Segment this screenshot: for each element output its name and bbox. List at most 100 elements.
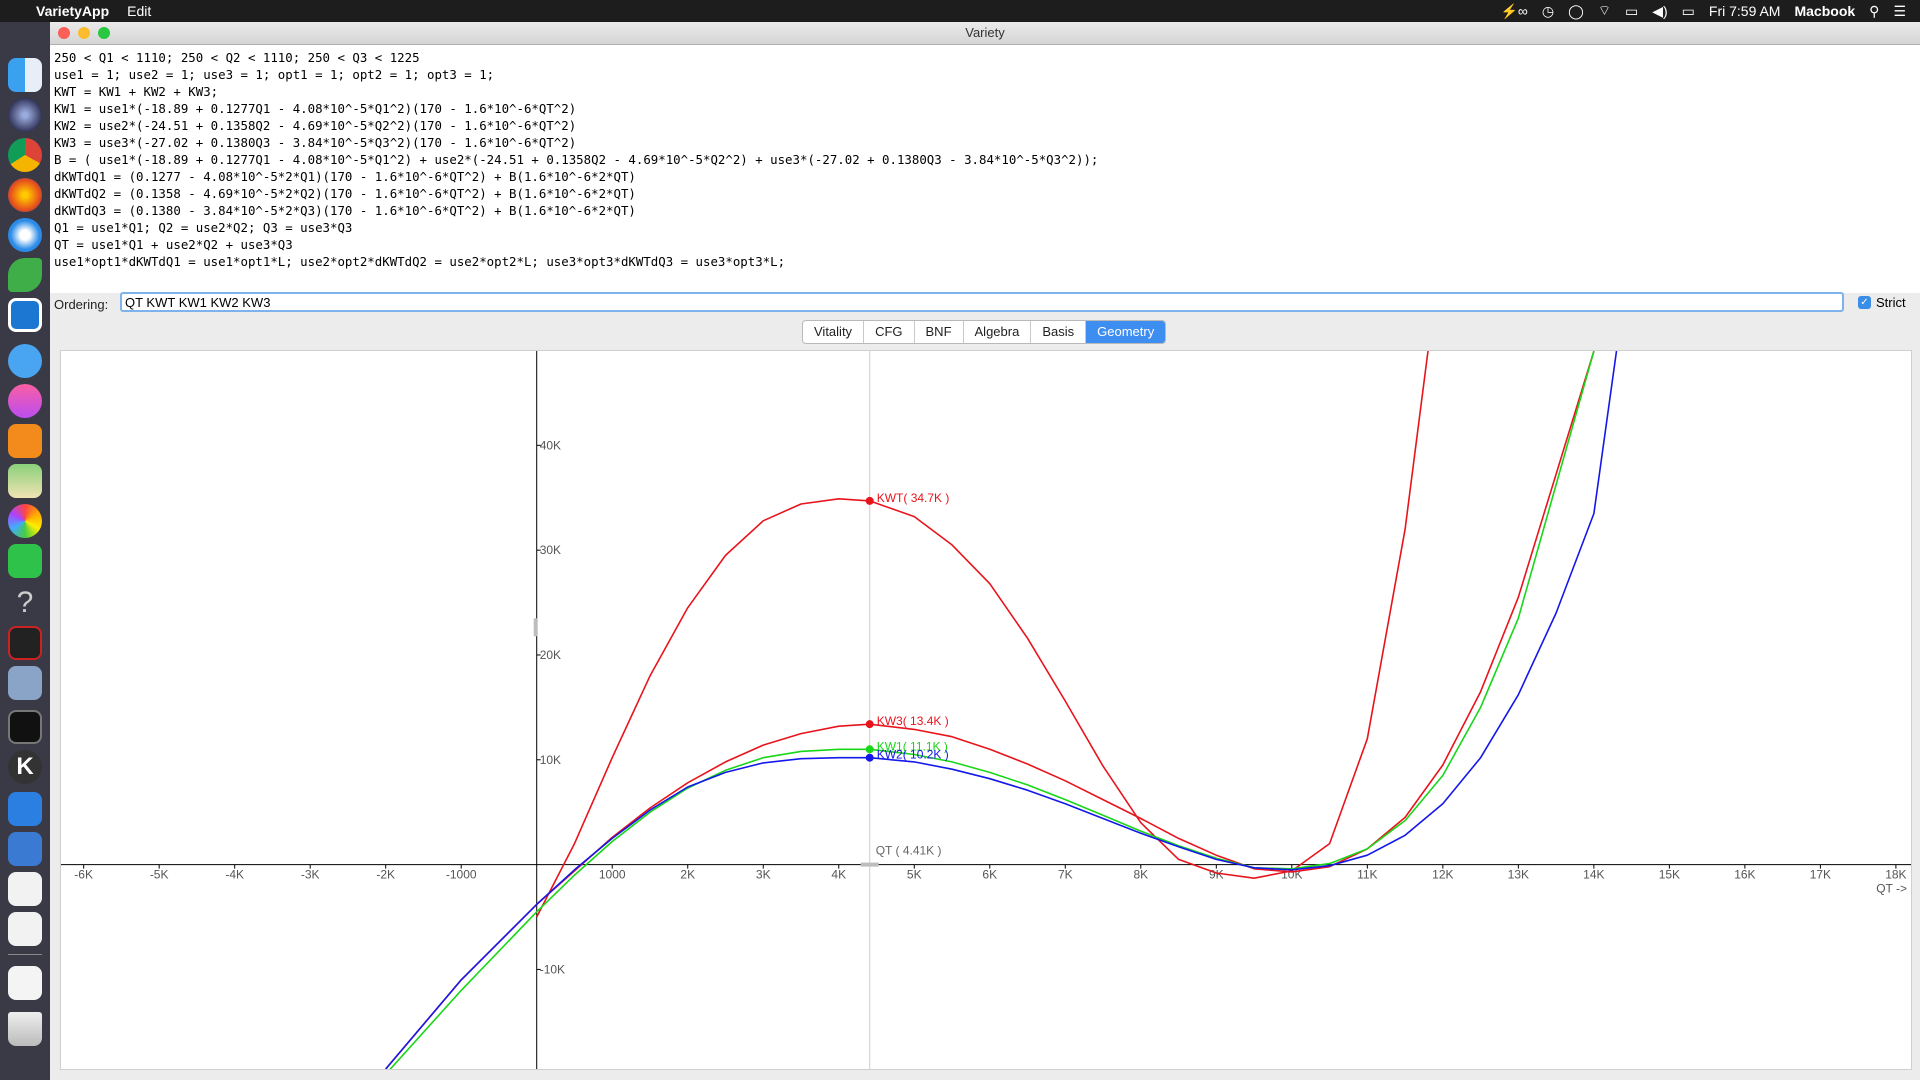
tab-basis[interactable]: Basis <box>1031 321 1087 343</box>
x-tick-label: 3K <box>756 868 771 882</box>
facetime-icon[interactable] <box>8 544 42 578</box>
wifi-icon[interactable]: ⌔ <box>1597 2 1611 18</box>
x-tick-label: -3K <box>301 868 320 882</box>
user-menu[interactable]: Macbook <box>1794 3 1856 19</box>
documents-stack-icon[interactable] <box>8 966 42 1000</box>
virtualbox-icon[interactable] <box>8 666 42 700</box>
equation-line[interactable]: KW1 = use1*(-18.89 + 0.1277Q1 - 4.08*10^… <box>54 101 577 116</box>
close-window-button[interactable] <box>58 27 70 39</box>
window-title: Variety <box>965 25 1005 40</box>
tab-vitality[interactable]: Vitality <box>803 321 865 343</box>
equation-line[interactable]: KW3 = use3*(-27.02 + 0.1380Q3 - 3.84*10^… <box>54 135 577 150</box>
chrome-icon[interactable] <box>8 138 42 172</box>
plot-canvas[interactable]: -6K -5K -4K -3K -2K -1000 1000 2K 3K 4K 5K 6K 7K 8K 9K… <box>61 235 1911 1075</box>
java-app-icon[interactable] <box>8 872 42 906</box>
dock: ? K <box>0 22 50 1080</box>
geometry-plot[interactable]: -6K -5K -4K -3K -2K -1000 1000 2K 3K 4K 5K 6K 7K 8K 9K… <box>60 235 1912 1075</box>
equation-line[interactable]: QT = use1*Q1 + use2*Q2 + use3*Q3 <box>54 237 293 252</box>
xcode-icon[interactable] <box>8 832 42 866</box>
menu-bar: VarietyApp Edit ⚡∞ ◷ ◯ ⌔ ▭ ◀) ▭ Fri 7:59… <box>0 0 1920 22</box>
leaf-app-icon[interactable] <box>8 258 42 292</box>
itunes-icon[interactable] <box>8 384 42 418</box>
app-store-bar-icon[interactable] <box>8 792 42 826</box>
checkmark-icon[interactable]: ✓ <box>1858 296 1871 309</box>
safari-icon[interactable] <box>8 218 42 252</box>
trash-icon[interactable] <box>8 1012 42 1046</box>
zoom-window-button[interactable] <box>98 27 110 39</box>
maps-icon[interactable] <box>8 464 42 498</box>
series-line-kw2 <box>385 350 1618 1070</box>
equation-line[interactable]: dKWTdQ2 = (0.1358 - 4.69*10^-5*2*Q2)(170… <box>54 186 636 201</box>
finder-icon[interactable] <box>8 58 42 92</box>
equation-line[interactable]: dKWTdQ3 = (0.1380 - 3.84*10^-5*2*Q3)(170… <box>54 203 636 218</box>
equation-line[interactable]: Q1 = use1*Q1; Q2 = use2*Q2; Q3 = use3*Q3 <box>54 220 353 235</box>
spotlight-search-icon[interactable]: ⚲ <box>1869 2 1880 19</box>
app-menu[interactable]: VarietyApp <box>36 3 110 19</box>
x-tick-label: 15K <box>1659 868 1680 882</box>
x-tick-label: 16K <box>1734 868 1755 882</box>
ordering-label: Ordering: <box>54 296 109 312</box>
siri-icon[interactable] <box>8 98 42 132</box>
k-app-icon[interactable]: K <box>8 750 42 784</box>
tab-bnf[interactable]: BNF <box>915 321 964 343</box>
x-tick-label: 13K <box>1508 868 1529 882</box>
x-tick-label: 11K <box>1357 868 1377 882</box>
x-tick-label: 1000 <box>599 868 626 882</box>
messages-icon[interactable] <box>8 344 42 378</box>
activity-monitor-icon[interactable] <box>8 710 42 744</box>
photos-icon[interactable] <box>8 504 42 538</box>
battery-indicator[interactable]: ⚡∞ <box>1500 2 1528 19</box>
ibooks-icon[interactable] <box>8 424 42 458</box>
equation-line[interactable]: KWT = KW1 + KW2 + KW3; <box>54 84 219 99</box>
firefox-icon[interactable] <box>8 178 42 212</box>
marker-label-kw3: KW3( 13.4K ) <box>877 714 949 728</box>
terminal-app-icon[interactable] <box>8 298 42 332</box>
equation-line[interactable]: use1*opt1*dKWTdQ1 = use1*opt1*L; use2*op… <box>54 254 786 269</box>
x-tick-label: -1000 <box>446 868 477 882</box>
marker-kw2 <box>865 753 874 762</box>
series-line-kwt <box>535 235 1444 918</box>
x-tick-label: 17K <box>1810 868 1831 882</box>
java-app-2-icon[interactable] <box>8 912 42 946</box>
x-tick-label: 12K <box>1432 868 1453 882</box>
equation-line[interactable]: B = ( use1*(-18.89 + 0.1277Q1 - 4.08*10^… <box>54 152 1099 167</box>
equation-line[interactable]: dKWTdQ1 = (0.1277 - 4.08*10^-5*2*Q1)(170… <box>54 169 636 184</box>
clock[interactable]: Fri 7:59 AM <box>1708 3 1781 19</box>
cursor-label: QT ( 4.41K ) <box>876 844 942 858</box>
equation-line[interactable]: KW2 = use2*(-24.51 + 0.1358Q2 - 4.69*10^… <box>54 118 577 133</box>
edit-menu[interactable]: Edit <box>127 3 152 19</box>
tab-algebra[interactable]: Algebra <box>964 321 1032 343</box>
equation-line[interactable]: 250 < Q1 < 1110; 250 < Q2 < 1110; 250 < … <box>54 50 420 65</box>
tab-cfg[interactable]: CFG <box>864 321 915 343</box>
x-tick-label: -2K <box>376 868 395 882</box>
view-tabs: Vitality CFG BNF Algebra Basis Geometry <box>802 320 1167 344</box>
x-tick-label: 7K <box>1058 868 1073 882</box>
tab-geometry[interactable]: Geometry <box>1086 321 1166 343</box>
dock-separator <box>8 954 42 955</box>
marker-label-kwt: KWT( 34.7K ) <box>877 491 950 505</box>
volume-icon[interactable]: ◀) <box>1652 2 1668 19</box>
help-icon[interactable]: ? <box>16 586 34 619</box>
x-tick-label: 5K <box>907 868 922 882</box>
y-tick-label: 20K <box>540 648 561 662</box>
x-tick-label: -5K <box>150 868 169 882</box>
marker-label-kw2: KW2( 10.2K ) <box>877 748 949 762</box>
marker-kwt <box>865 496 874 505</box>
ordering-input[interactable] <box>120 292 1844 312</box>
notification-center-icon[interactable]: ☰ <box>1893 2 1906 19</box>
strict-checkbox[interactable]: ✓ Strict <box>1858 295 1906 310</box>
equation-line[interactable]: use1 = 1; use2 = 1; use3 = 1; opt1 = 1; … <box>54 67 495 82</box>
series-line-kw3 <box>385 350 1595 1070</box>
equations-editor[interactable]: 250 < Q1 < 1110; 250 < Q2 < 1110; 250 < … <box>50 45 1920 293</box>
chat-icon[interactable]: ◯ <box>1568 2 1584 19</box>
x-tick-label: 8K <box>1133 868 1148 882</box>
y-tick-label: 30K <box>540 543 561 557</box>
time-machine-icon[interactable]: ◷ <box>1541 2 1555 19</box>
cursor-handle <box>860 862 879 867</box>
x-tick-label: 14K <box>1583 868 1604 882</box>
minimize-window-button[interactable] <box>78 27 90 39</box>
joystick-app-icon[interactable] <box>8 626 42 660</box>
airplay-icon[interactable]: ▭ <box>1624 2 1639 19</box>
battery-icon[interactable]: ▭ <box>1681 2 1695 19</box>
equations-text[interactable]: 250 < Q1 < 1110; 250 < Q2 < 1110; 250 < … <box>50 45 1920 274</box>
